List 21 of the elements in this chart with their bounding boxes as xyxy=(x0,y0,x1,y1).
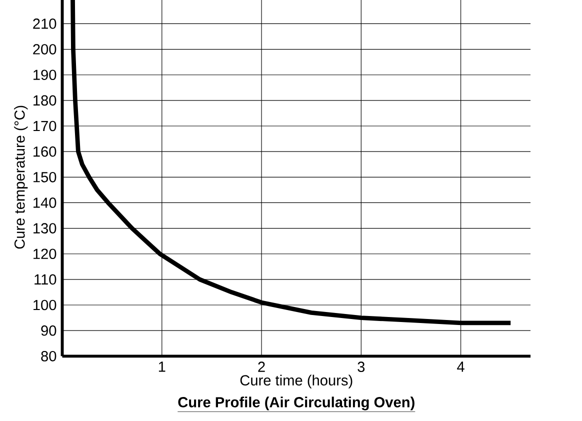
y-tick-label: 150 xyxy=(34,172,56,182)
y-tick-label: 200 xyxy=(33,44,56,54)
y-tick-label: 110 xyxy=(34,274,56,285)
x-tick-label: 2 xyxy=(258,362,265,372)
x-axis-title: Cure time (hours) xyxy=(240,374,352,388)
y-tick-label: 170 xyxy=(34,120,56,132)
y-tick-label: 140 xyxy=(34,197,56,208)
y-tick-label: 160 xyxy=(34,146,56,157)
text: Cure Profile (Air Circulating Oven) xyxy=(178,396,414,410)
y-axis-title: Cure temperature (°C) xyxy=(14,106,28,249)
y-tick-label: 210 xyxy=(33,18,56,29)
x-tick-label: 1 xyxy=(158,362,166,372)
x-tick-label: 3 xyxy=(358,362,365,372)
y-tick-label: 90 xyxy=(41,325,56,336)
y-tick-label: 80 xyxy=(41,350,56,362)
y-tick-label: 180 xyxy=(34,95,56,106)
y-tick-label: 120 xyxy=(34,248,56,259)
x-tick-label: 4 xyxy=(457,362,464,372)
y-tick-label: 190 xyxy=(34,70,56,80)
y-tick-label: 100 xyxy=(34,300,56,310)
y-tick-label: 130 xyxy=(34,223,56,234)
